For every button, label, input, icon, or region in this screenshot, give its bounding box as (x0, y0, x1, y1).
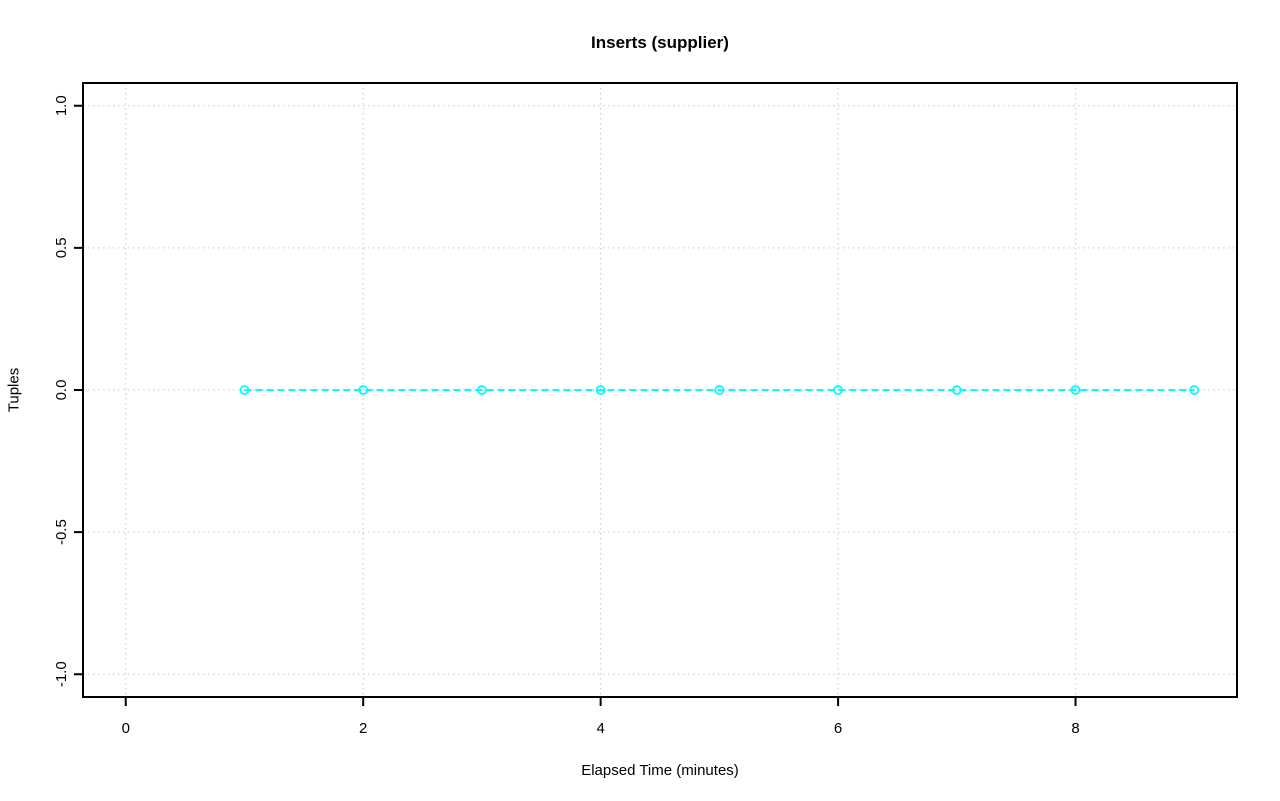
x-axis-title: Elapsed Time (minutes) (581, 762, 739, 779)
data-point-0-3 (595, 385, 606, 395)
y-axis-title: Tuples (5, 367, 23, 413)
y-tick-label-1: -0.5 (53, 519, 70, 545)
data-point-0-1 (358, 385, 369, 395)
chart-title: Inserts (supplier) (591, 33, 729, 52)
data-point-0-7 (1070, 385, 1081, 395)
y-tick-label-2: 0.0 (53, 380, 70, 401)
x-tick-label-4: 8 (1071, 720, 1079, 737)
y-tick-label-3: 0.5 (53, 237, 70, 258)
data-point-0-8 (1189, 385, 1200, 395)
x-tick-label-3: 6 (834, 720, 842, 737)
x-tick-label-0: 0 (122, 720, 130, 737)
data-point-0-0 (239, 385, 250, 395)
data-point-0-6 (951, 385, 962, 395)
y-tick-label-4: 1.0 (53, 95, 70, 116)
data-point-0-5 (833, 385, 843, 395)
data-point-0-2 (477, 385, 487, 395)
y-tick-label-0: -1.0 (53, 661, 70, 687)
x-tick-label-2: 4 (596, 720, 604, 737)
x-tick-label-1: 2 (359, 720, 367, 737)
data-point-0-4 (714, 385, 725, 395)
